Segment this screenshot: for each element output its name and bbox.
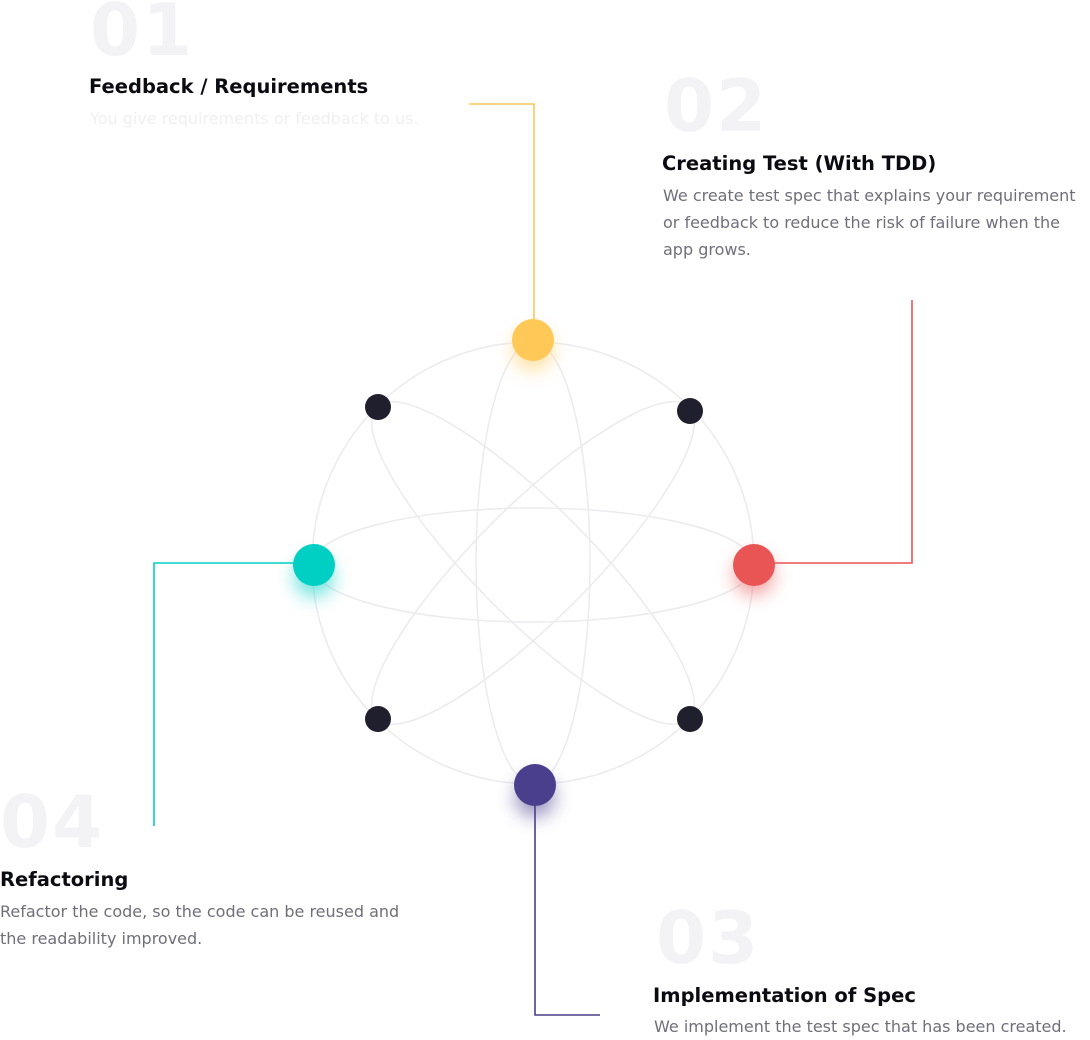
step-node-04 (293, 544, 335, 597)
step-number-02: 02 (664, 64, 769, 148)
connector-lines (153, 103, 913, 1016)
satellite-dot-top-left (365, 394, 391, 420)
connector-line-03 (534, 785, 600, 1016)
step-dot-01 (512, 319, 554, 361)
step-title-02: Creating Test (With TDD) (662, 152, 937, 175)
orbit-horizontal-ellipse (311, 507, 755, 623)
step-node-03 (514, 764, 556, 817)
step-description-04: Refactor the code, so the code can be re… (0, 902, 400, 948)
step-description-01: You give requirements or feedback to us. (90, 109, 419, 128)
orbit-diagonal-ellipse-a (370, 400, 696, 726)
satellite-dot-bottom-right (677, 706, 703, 732)
step-number-01: 01 (90, 0, 195, 72)
step-node-02 (733, 544, 775, 595)
satellite-nodes (365, 394, 703, 732)
step-title-04: Refactoring (0, 868, 129, 891)
connector-line-01 (469, 103, 535, 340)
step-node-01 (512, 319, 554, 370)
connector-line-02 (754, 300, 913, 564)
step-description-03: We implement the test spec that has been… (654, 1017, 1067, 1036)
orbit-vertical-ellipse (475, 341, 591, 785)
step-dot-04 (293, 544, 335, 586)
step-description-02: We create test spec that explains your r… (663, 186, 1076, 259)
connector-line-04 (153, 562, 314, 826)
step-dot-02 (733, 544, 775, 586)
satellite-dot-bottom-left (365, 706, 391, 732)
step-dot-03 (514, 764, 556, 806)
orbit-diagonal-ellipse-b (370, 400, 696, 726)
step-number-03: 03 (656, 896, 761, 980)
step-title-01: Feedback / Requirements (89, 75, 369, 98)
satellite-dot-top-right (677, 398, 703, 424)
step-title-03: Implementation of Spec (653, 984, 916, 1007)
step-number-04: 04 (0, 780, 105, 864)
